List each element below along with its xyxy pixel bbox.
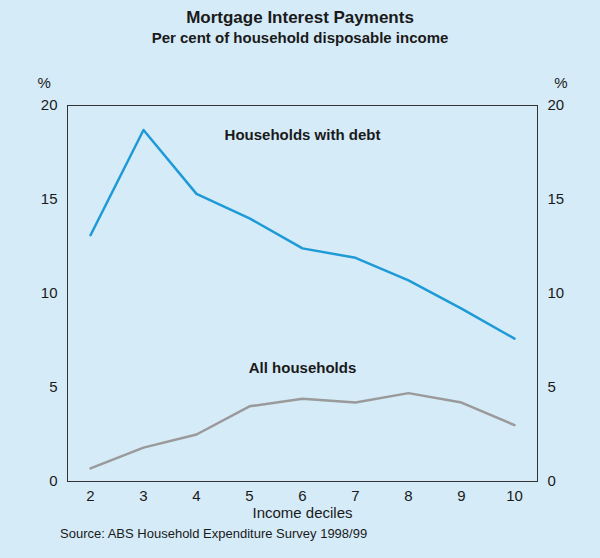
svg-text:Income deciles: Income deciles <box>252 504 352 521</box>
svg-text:10: 10 <box>548 284 565 301</box>
svg-text:5: 5 <box>49 378 57 395</box>
svg-text:6: 6 <box>298 487 306 504</box>
svg-text:10: 10 <box>506 487 523 504</box>
html-text:Mortgage Interest Payments: Mortgage Interest Payments <box>186 8 414 27</box>
svg-text:7: 7 <box>351 487 359 504</box>
svg-text:3: 3 <box>139 487 147 504</box>
svg-text:20: 20 <box>548 96 565 113</box>
svg-text:0: 0 <box>548 472 556 489</box>
svg-text:20: 20 <box>41 96 58 113</box>
svg-text:0: 0 <box>49 472 57 489</box>
html-text:Per cent of household disposab: Per cent of household disposable income <box>151 29 449 46</box>
svg-text:10: 10 <box>41 284 58 301</box>
svg-text:All households: All households <box>249 359 357 376</box>
svg-text:15: 15 <box>41 190 58 207</box>
svg-text:4: 4 <box>192 487 200 504</box>
svg-text:2: 2 <box>86 487 94 504</box>
svg-text:%: % <box>554 74 567 91</box>
svg-text:9: 9 <box>457 487 465 504</box>
svg-text:5: 5 <box>548 378 556 395</box>
svg-text:5: 5 <box>245 487 253 504</box>
svg-text:8: 8 <box>404 487 412 504</box>
svg-text:Households with debt: Households with debt <box>225 126 381 143</box>
svg-text:15: 15 <box>548 190 565 207</box>
svg-text:%: % <box>38 74 51 91</box>
html-text:Source: ABS Household Expendit: Source: ABS Household Expenditure Survey… <box>60 526 368 541</box>
